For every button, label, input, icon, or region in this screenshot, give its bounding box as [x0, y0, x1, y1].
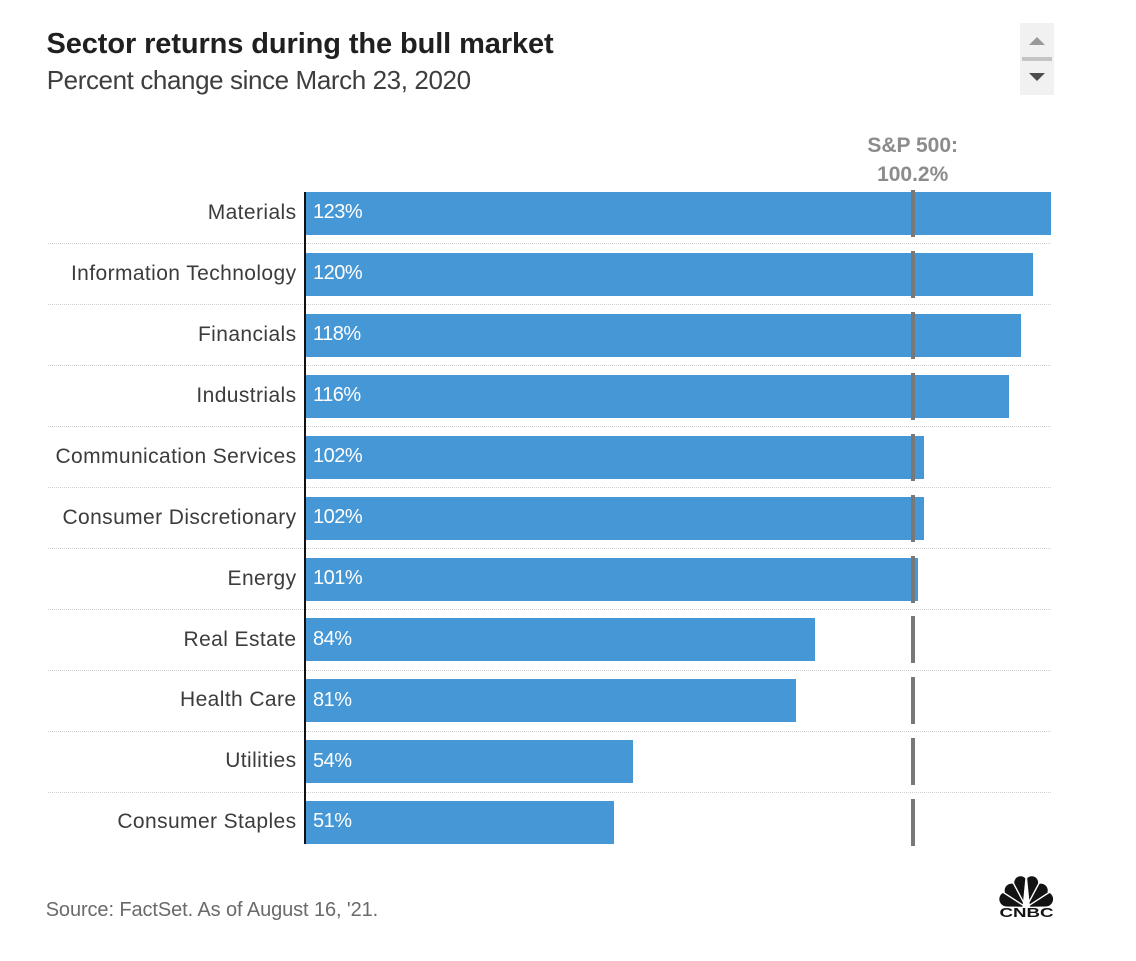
svg-text:CNBC: CNBC [1000, 905, 1055, 919]
